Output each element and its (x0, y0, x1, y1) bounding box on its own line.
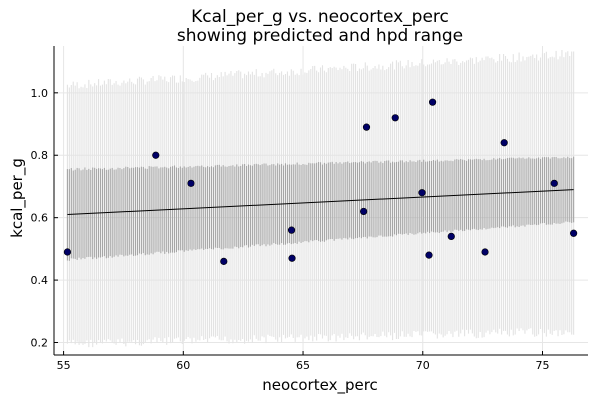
y-tick-label: 0.8 (31, 149, 49, 162)
data-point (63, 248, 72, 256)
data-point (391, 114, 399, 122)
data-point (360, 207, 368, 216)
mean-line-layer (67, 189, 574, 216)
x-tick-label: 70 (416, 359, 430, 372)
y-tick-label: 0.2 (31, 337, 49, 350)
data-point (570, 229, 578, 237)
x-tick-label: 65 (296, 359, 310, 372)
y-axis-label: kcal_per_g (8, 158, 27, 238)
y-tick-label: 0.4 (31, 274, 49, 287)
x-axis-label: neocortex_perc (262, 376, 378, 395)
x-tick-label: 55 (57, 359, 71, 372)
data-point (288, 254, 296, 262)
data-point (425, 251, 433, 259)
data-point (287, 226, 296, 234)
data-point (220, 257, 228, 265)
data-point (418, 189, 426, 197)
y-tick-label: 1.0 (31, 87, 49, 100)
x-tick-label: 60 (176, 359, 190, 372)
data-point (428, 98, 437, 106)
data-point (500, 139, 508, 147)
y-tick-label: 0.6 (31, 212, 49, 225)
data-point (152, 151, 160, 159)
tick-labels: 55 60 65 70 75 0.2 0.4 0.6 0.8 1.0 (31, 87, 550, 372)
data-point (362, 123, 371, 131)
data-point (550, 179, 558, 187)
data-point (481, 248, 489, 256)
chart-title-line-2: showing predicted and hpd range (177, 26, 463, 46)
mean-prediction-line (67, 189, 574, 216)
x-tick-label: 75 (536, 359, 550, 372)
axes (53, 46, 588, 356)
data-point (447, 232, 455, 240)
data-point (187, 179, 195, 187)
data-points (63, 98, 578, 265)
chart-title-line-1: Kcal_per_g vs. neocortex_perc (191, 7, 449, 27)
